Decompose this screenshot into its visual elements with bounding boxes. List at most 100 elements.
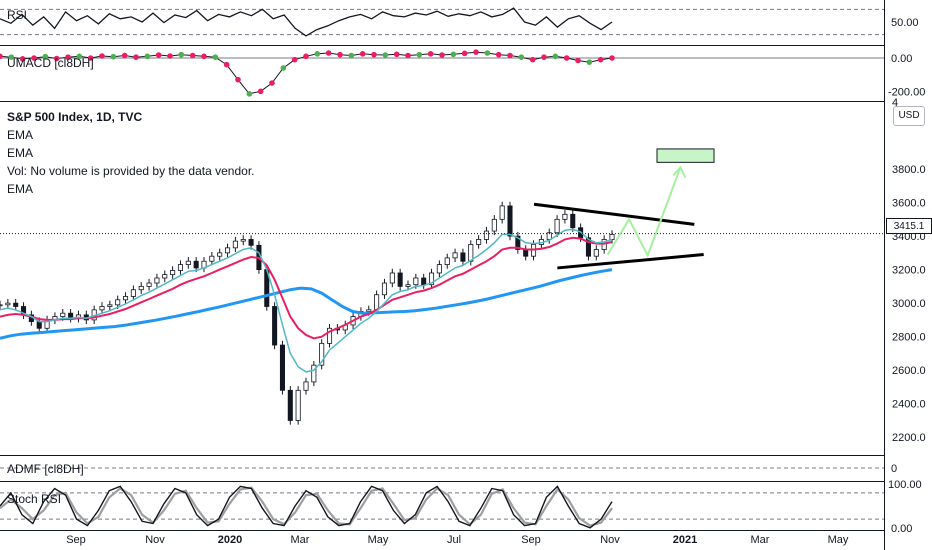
price-tick-label: 3200.0 [892,265,926,277]
umacd-signal-dot [348,52,355,59]
time-axis-label: May [368,534,389,546]
candle-body [397,272,403,287]
candle-body [248,239,254,246]
umacd-signal-dot [178,51,185,58]
candle-body [138,285,144,291]
umacd-signal-dot [597,56,604,63]
price-tick-label: 3400.0 [892,231,926,243]
time-axis-label: Nov [600,534,620,546]
price-tick-label: 3600.0 [892,198,926,210]
umacd-signal-dot [382,52,389,58]
time-axis-label: Mar [751,534,770,546]
umacd-signal-dot [19,56,26,62]
umacd-signal-dot [507,52,513,59]
candle-body [123,296,129,301]
umacd-signal-dot [586,59,593,65]
candle-body [389,272,395,284]
candle-body [240,239,246,242]
candle-body [327,327,333,344]
umacd-signal-dot [359,51,366,57]
legend-ema-2[interactable]: EMA [7,146,34,160]
candle-body [115,299,121,306]
candle-body [303,381,309,391]
candle-body [177,264,183,271]
umacd-signal-dot [65,54,71,60]
umacd-signal-dot [541,54,547,60]
umacd-signal-dot [484,50,491,56]
candle-body [609,234,615,240]
candle-body [99,306,105,311]
candle-body [146,282,152,287]
candle-body [60,312,66,317]
currency-button[interactable]: USD [893,106,925,126]
candle-body [460,252,466,262]
umacd-signal-dot [99,53,105,59]
umacd-signal-dot [325,50,332,56]
candle-body [483,230,489,240]
stoch-tick-label: 100.00 [888,479,922,491]
umacd-signal-dot [246,91,253,97]
candle-body [295,389,301,421]
umacd-signal-dot [450,51,457,58]
umacd-signal-dot [189,52,196,59]
candle-body [491,218,497,232]
umacd-signal-dot [416,51,423,58]
umacd-signal-dot [575,57,581,64]
last-price-tag: 3415.1 [886,218,932,234]
time-axis-label: Sep [66,534,86,546]
stoch-rsi-pane-title: Stoch RSI [7,492,62,506]
triangle-lower-line [557,253,704,270]
umacd-signal-dot [155,52,162,58]
price-tick-label: 2200.0 [892,432,926,444]
candle-body [381,282,387,296]
umacd-signal-dot [223,61,230,68]
legend-ema-3[interactable]: EMA [7,182,34,196]
candle-body [374,294,380,311]
stoch-d-line [0,486,613,527]
candle-body [421,277,427,286]
umacd-tick-label: -200.00 [888,86,925,98]
candle-body [13,302,19,307]
price-tick-label: 2800.0 [892,332,926,344]
rsi-line [0,7,613,37]
umacd-signal-dot [269,80,275,86]
umacd-pane-title: UMACD [cl8DH] [7,56,94,70]
candle-body [162,274,168,279]
umacd-signal-dot [439,52,445,58]
umacd-signal-dot [53,55,60,62]
candle-body [499,205,505,220]
admf-pane-title: ADMF [cl8DH] [7,462,84,476]
candle-body [209,255,215,262]
candle-body [444,257,450,265]
time-axis-label: Sep [521,534,541,546]
candle-body [319,342,325,366]
time-axis-label: 2021 [673,534,697,546]
candle-body [413,277,419,286]
time-axis-label: May [828,534,849,546]
time-axis-label: Nov [145,534,165,546]
umacd-signal-dot [337,51,343,58]
candle-body [515,235,521,250]
legend-ema-1[interactable]: EMA [7,128,34,142]
candle-body [311,364,317,383]
umacd-signal-dot [529,56,536,63]
umacd-signal-dot [87,55,94,61]
umacd-signal-dot [461,50,468,57]
umacd-signal-dot [291,56,298,63]
umacd-signal-dot [212,54,219,60]
symbol-title[interactable]: S&P 500 Index, 1D, TVC [7,110,143,124]
candle-body [436,264,442,274]
umacd-signal-dot [110,53,117,60]
umacd-signal-dot [405,52,411,59]
umacd-signal-dot [133,54,139,60]
candle-body [562,213,568,220]
candle-body [36,321,42,329]
legend-volume-note[interactable]: Vol: No volume is provided by the data v… [7,164,255,178]
ema-slow-line [0,268,613,340]
time-axis-label: Jul [447,534,461,546]
price-tick-label: 2400.0 [892,399,926,411]
candle-body [507,205,513,237]
umacd-signal-dot [495,51,502,58]
candle-body [170,270,176,276]
candle-body [366,309,372,312]
